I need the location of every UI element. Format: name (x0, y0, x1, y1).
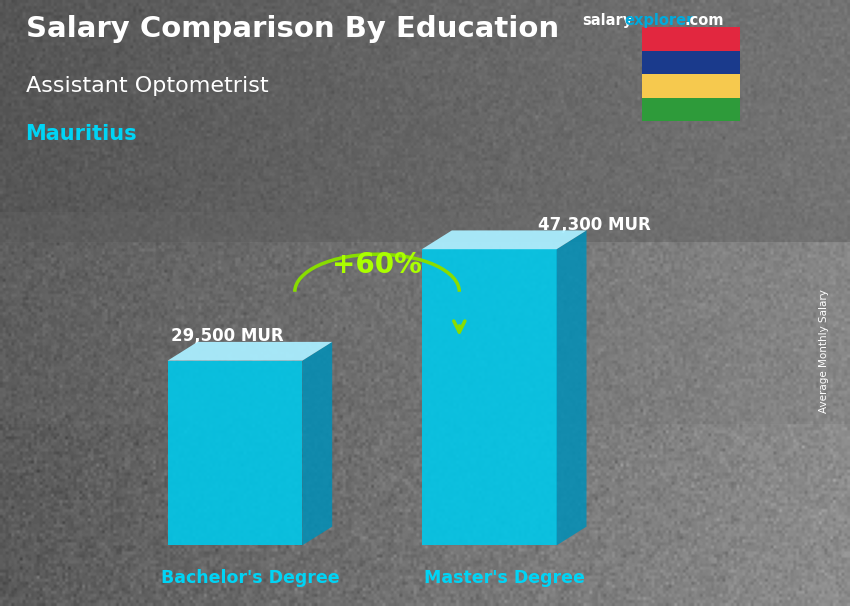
Text: Assistant Optometrist: Assistant Optometrist (26, 76, 268, 96)
Text: salary: salary (582, 13, 632, 28)
Text: explorer: explorer (625, 13, 694, 28)
Text: 29,500 MUR: 29,500 MUR (171, 327, 284, 345)
Bar (642, 27, 740, 51)
Polygon shape (557, 230, 586, 545)
Text: Bachelor's Degree: Bachelor's Degree (161, 569, 339, 587)
Polygon shape (422, 230, 586, 249)
Text: 47,300 MUR: 47,300 MUR (537, 216, 650, 233)
Bar (642, 51, 740, 75)
Polygon shape (303, 342, 332, 545)
Polygon shape (167, 342, 332, 361)
Text: Salary Comparison By Education: Salary Comparison By Education (26, 15, 558, 43)
Text: +60%: +60% (332, 251, 422, 279)
Bar (0, 212, 850, 424)
Bar (642, 98, 740, 121)
Text: .com: .com (684, 13, 723, 28)
Polygon shape (422, 249, 557, 545)
Bar (0, 0, 850, 242)
Text: Average Monthly Salary: Average Monthly Salary (819, 290, 829, 413)
Text: Master's Degree: Master's Degree (424, 569, 585, 587)
Bar (642, 75, 740, 98)
Polygon shape (167, 361, 303, 545)
Text: Mauritius: Mauritius (26, 124, 137, 144)
